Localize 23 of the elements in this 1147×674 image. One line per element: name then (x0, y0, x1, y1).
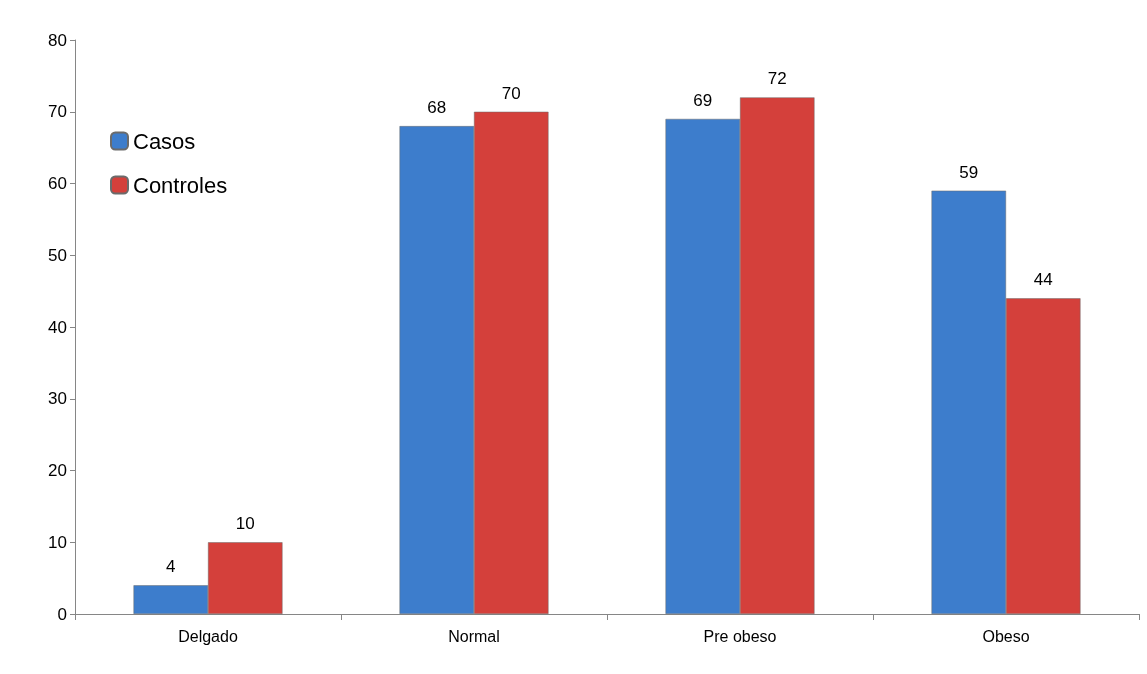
x-tick-label: Delgado (178, 627, 238, 645)
data-label: 69 (693, 90, 713, 110)
data-label: 72 (767, 69, 787, 89)
x-tick-label: Pre obeso (703, 627, 777, 645)
legend-label: Controles (133, 172, 228, 198)
y-tick-label: 30 (48, 389, 67, 409)
data-label: 44 (1033, 270, 1053, 290)
y-tick-label: 50 (48, 245, 67, 265)
y-tick-label: 10 (48, 532, 67, 552)
y-tick-label: 60 (48, 174, 67, 193)
data-label: 4 (166, 557, 176, 577)
x-tick-label: Obeso (982, 627, 1030, 645)
data-label: 70 (501, 83, 521, 103)
y-tick-label: 0 (57, 604, 67, 624)
y-tick-label: 70 (48, 102, 67, 122)
y-tick-label: 80 (48, 30, 67, 50)
y-tick-label: 20 (48, 461, 67, 480)
data-label: 59 (959, 162, 979, 182)
data-label: 10 (235, 514, 255, 534)
data-label: 68 (427, 98, 447, 118)
legend-label: Casos (133, 128, 196, 154)
y-tick-label: 40 (48, 317, 67, 337)
x-tick-label: Normal (448, 627, 500, 645)
